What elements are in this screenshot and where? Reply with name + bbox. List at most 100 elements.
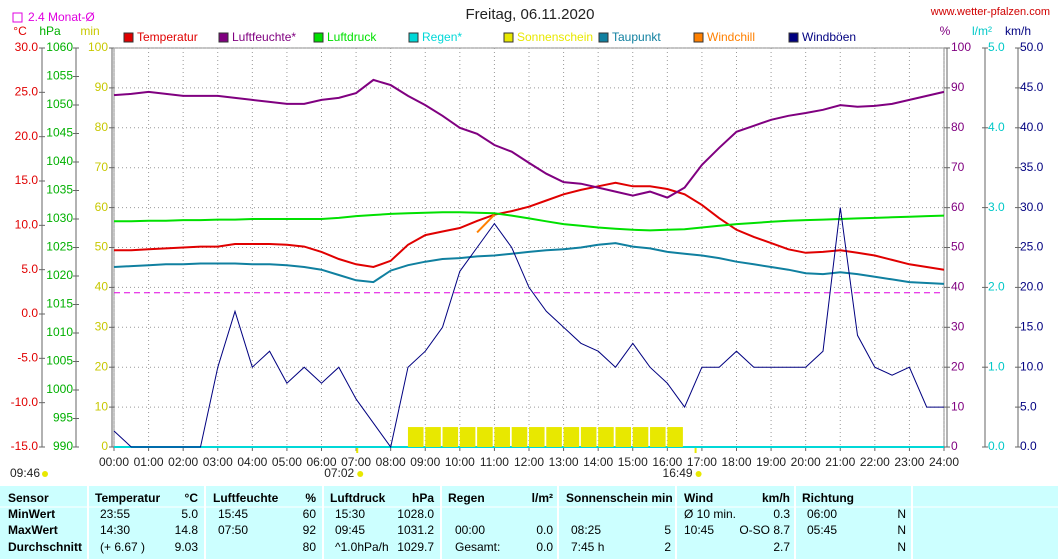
sunshine-bar [425,427,441,447]
table-header: % [305,491,316,505]
y-tick-label: 2.0 [988,280,1005,294]
table-cell: O-SO 8.7 [739,523,790,537]
y-tick-label: 1035 [46,183,73,197]
sunshine-bar [650,427,666,447]
legend-label: Luftdruck [327,30,377,44]
table-background [0,486,1058,559]
legend-label: Temperatur [137,30,198,44]
sunshine-bar [477,427,493,447]
x-tick-label: 17:00 [687,455,717,469]
x-tick-label: 20:00 [791,455,821,469]
axis-unit: °C [13,24,27,38]
sunshine-bar [511,427,528,447]
table-cell: ^1.0hPa/h [335,540,389,554]
x-tick-label: 24:00 [929,455,959,469]
y-tick-label: 15.0 [15,173,39,187]
table-cell: 00:00 [455,523,485,537]
x-tick-label: 05:00 [272,455,302,469]
sunshine-bar [407,427,424,447]
table-cell: 0.0 [536,540,553,554]
table-cell: 23:55 [100,507,130,521]
table-cell: 5 [664,523,671,537]
x-tick-label: 16:00 [652,455,682,469]
sunshine-bar [580,427,597,447]
y-tick-label: 60 [95,200,109,214]
series-line [476,214,496,234]
y-tick-label: 1025 [46,240,73,254]
y-tick-label: 1055 [46,69,73,83]
table-header: l/m² [532,491,553,505]
y-tick-label: 0.0 [21,306,38,320]
legend-label: Windchill [707,30,755,44]
y-tick-label: 50.0 [1020,40,1044,54]
table-cell: 14.8 [175,523,199,537]
table-cell: 15:45 [218,507,248,521]
table-cell: 0.0 [536,523,553,537]
legend-swatch [693,32,704,43]
legend-label: Regen* [422,30,462,44]
axis-unit: hPa [39,24,61,38]
y-tick-label: 1005 [46,354,73,368]
y-tick-label: 0.0 [1020,439,1037,453]
y-tick-label: 1040 [46,154,73,168]
table-header: °C [185,491,199,505]
y-tick-label: 15.0 [1020,319,1044,333]
y-tick-label: 1.0 [988,359,1005,373]
x-tick-label: 10:00 [445,455,475,469]
x-tick-label: 00:00 [99,455,129,469]
y-tick-label: 25.0 [1020,240,1044,254]
series-line [114,181,945,271]
y-tick-label: 0 [951,439,958,453]
table-cell: N [897,523,906,537]
y-tick-label: 5.0 [21,262,38,276]
y-tick-label: 90 [951,80,965,94]
table-cell: 5.0 [181,507,198,521]
y-tick-label: 70 [95,160,109,174]
sun-time: 07:02 [324,466,354,480]
table-cell: 1029.7 [397,540,434,554]
y-tick-label: 40.0 [1020,120,1044,134]
y-tick-label: 0 [101,439,108,453]
day-length: 09:46 [10,466,40,480]
table-cell: 60 [303,507,317,521]
axis-unit: min [80,24,99,38]
legend-swatch [218,32,229,43]
sunshine-bar [494,427,510,447]
legend-label: Taupunkt [612,30,661,44]
sun-time: 16:49 [663,466,693,480]
sun-dot [357,471,364,477]
legend-swatch [408,32,419,43]
sunshine-bar [667,427,683,447]
table-cell: 7:45 h [571,540,604,554]
x-tick-label: 14:00 [583,455,613,469]
y-tick-label: 20 [951,359,965,373]
table-header: Regen [448,491,485,505]
table-header: Luftfeuchte [213,491,279,505]
y-tick-label: 80 [951,120,965,134]
sunshine-bar [442,427,459,447]
table-cell: 08:25 [571,523,601,537]
legend-label: Sonnenschein [517,30,593,44]
axis-unit: km/h [1005,24,1031,38]
x-tick-label: 01:00 [134,455,164,469]
y-tick-label: -10.0 [11,395,39,409]
x-tick-label: 09:00 [410,455,440,469]
y-tick-label: 20.0 [15,129,39,143]
axis-unit: l/m² [972,24,992,38]
table-header: Luftdruck [330,491,386,505]
y-tick-label: 50 [95,240,109,254]
x-tick-label: 06:00 [306,455,336,469]
y-tick-label: 1050 [46,97,73,111]
legend-swatch [503,32,514,43]
table-header: Wind [684,491,713,505]
y-tick-label: 1060 [46,40,73,54]
sun-dot [695,471,702,477]
table-header: hPa [412,491,434,505]
table-cell: 0.3 [773,507,790,521]
y-tick-label: 100 [88,40,108,54]
sun-dot [42,471,48,477]
table-row-label: MaxWert [8,523,58,537]
table-cell: 14:30 [100,523,130,537]
y-tick-label: 0.0 [988,439,1005,453]
table-cell: 05:45 [807,523,837,537]
